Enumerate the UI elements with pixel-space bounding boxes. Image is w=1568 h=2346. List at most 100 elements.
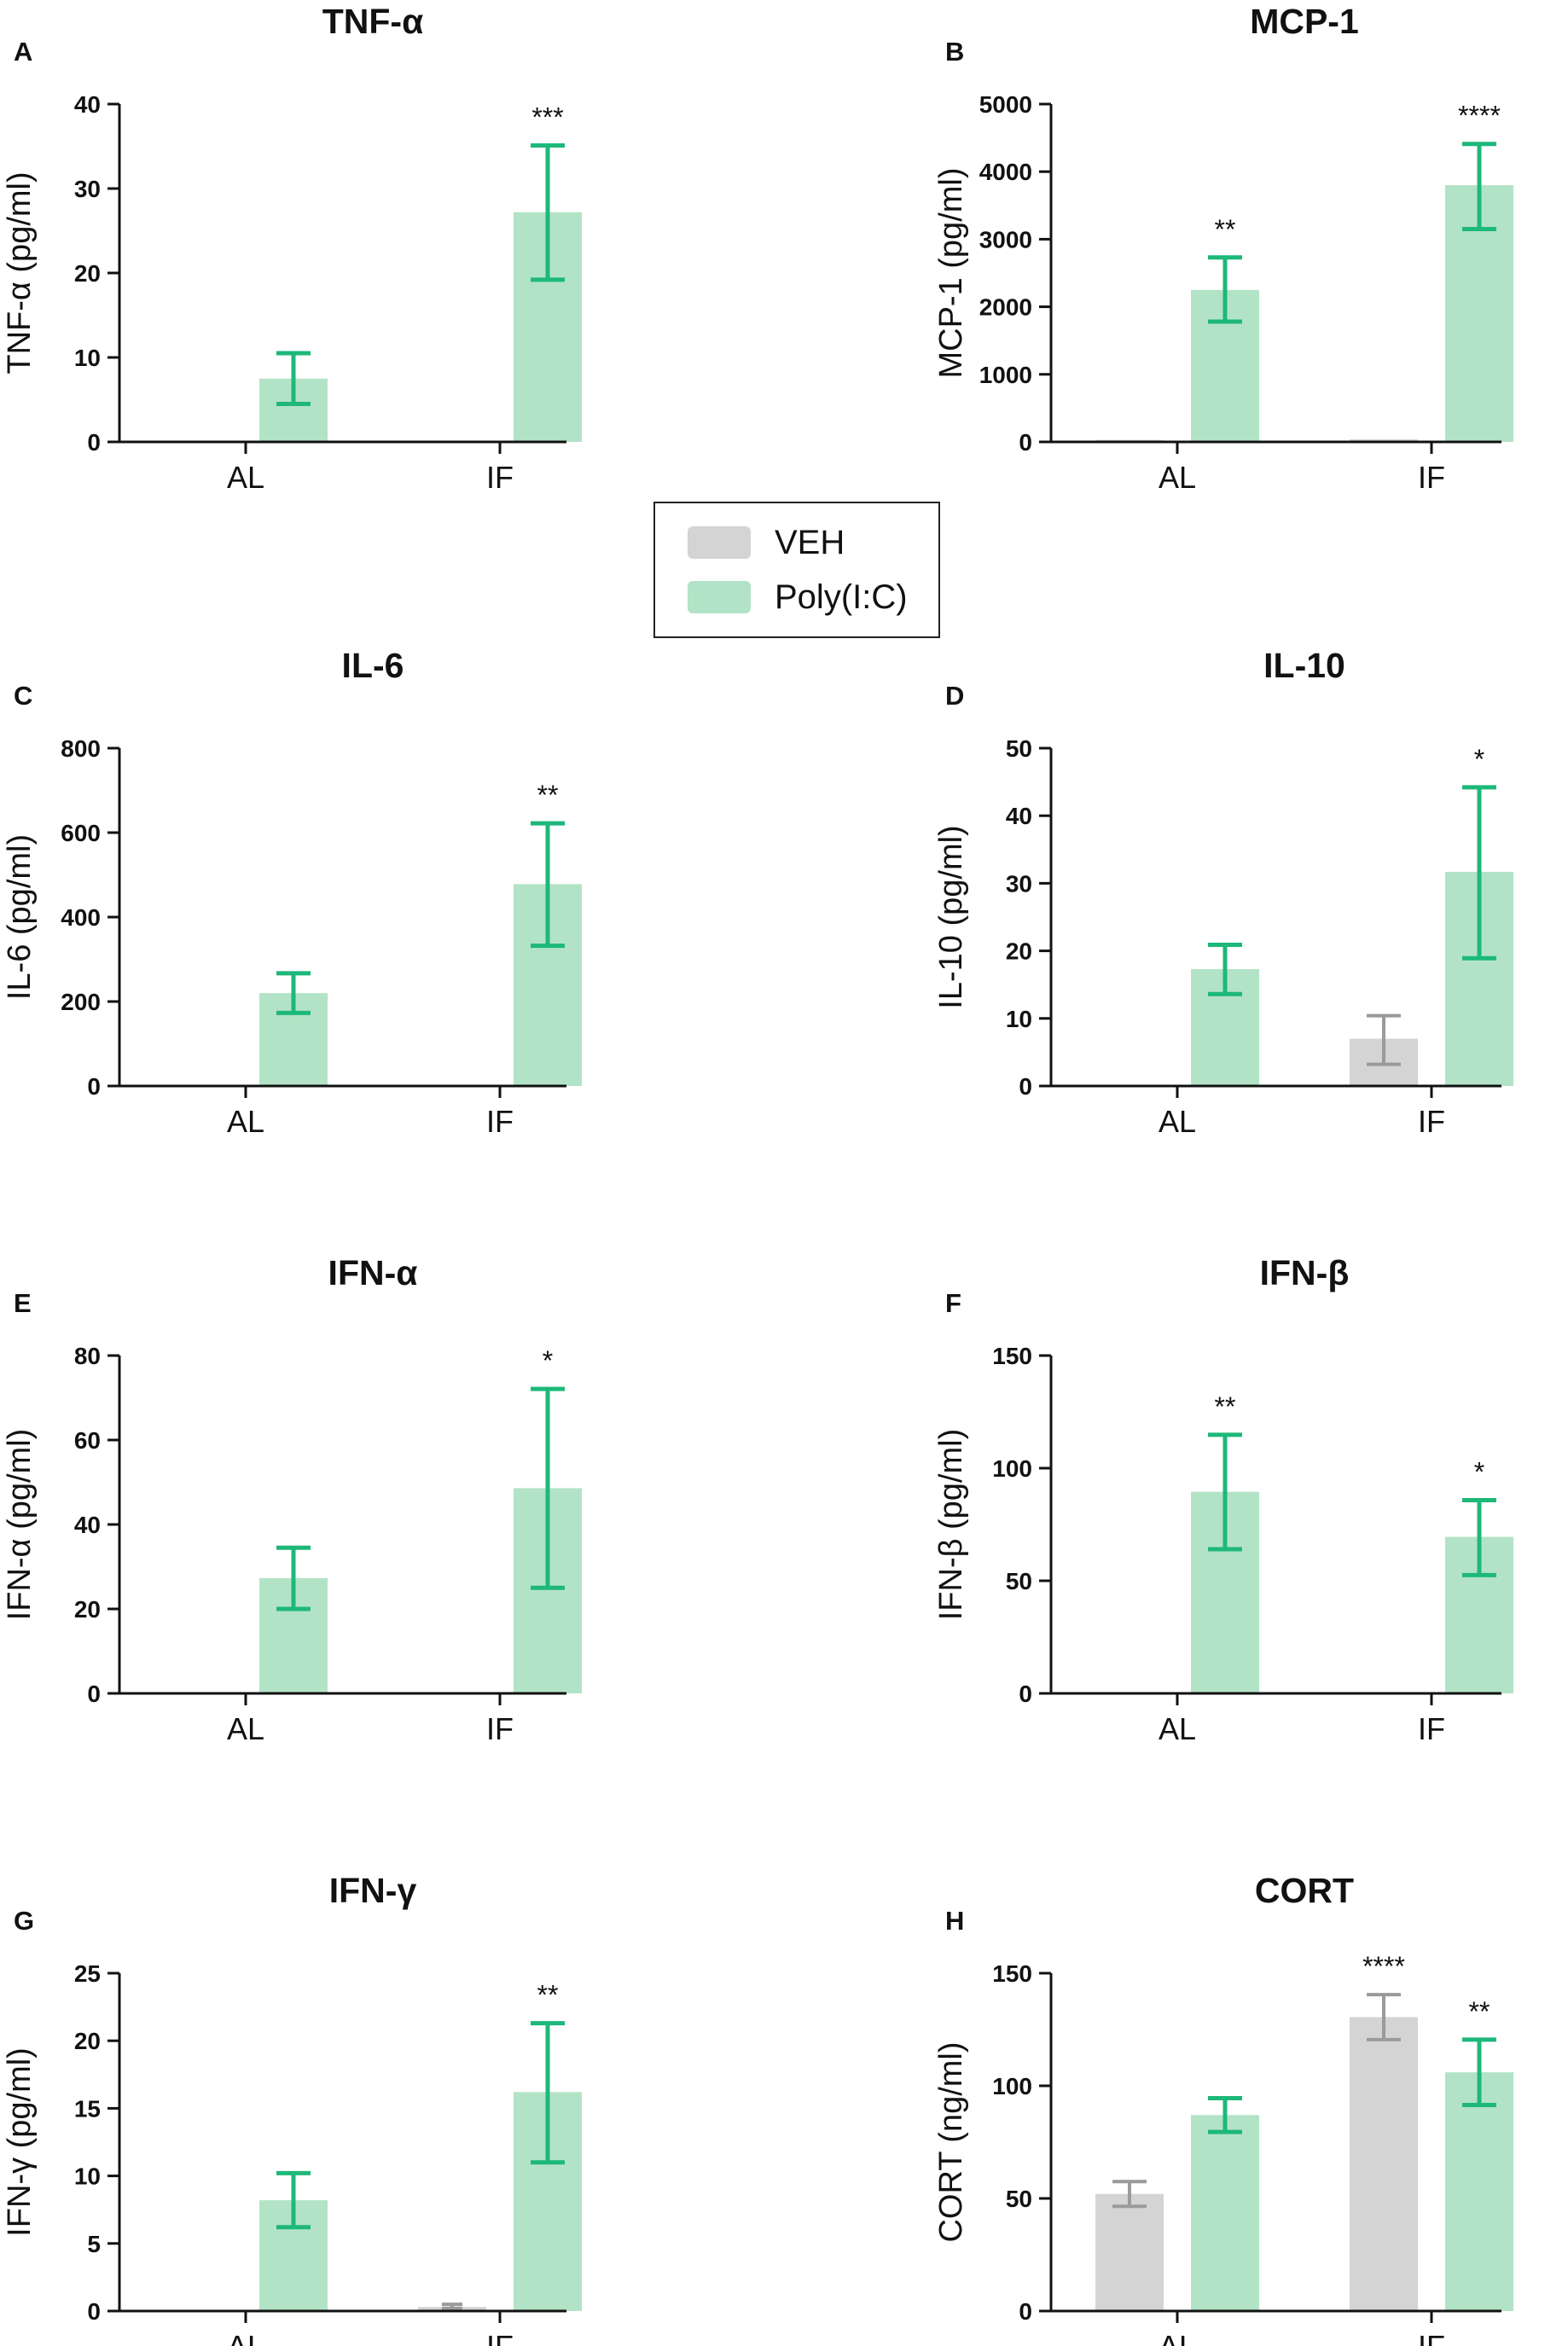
panel-letter-d: D [945, 681, 964, 711]
legend-swatch-poly [688, 581, 751, 613]
y-tick-label-f-2: 100 [992, 1455, 1032, 1482]
y-tick-label-g-2: 10 [74, 2163, 101, 2190]
chart-title-g: IFN-γ [329, 1871, 417, 1910]
x-tick-label-a-if: IF [486, 460, 514, 495]
y-tick-label-c-0: 0 [87, 1073, 101, 1100]
y-tick-label-e-0: 0 [87, 1681, 101, 1707]
y-tick-label-f-0: 0 [1019, 1681, 1032, 1707]
bar-h-veh-al [1095, 2193, 1164, 2311]
bar-h-veh-if [1350, 2017, 1418, 2311]
panel-letter-f: F [945, 1288, 961, 1318]
x-tick-label-e-if: IF [486, 1711, 514, 1746]
y-tick-label-e-3: 60 [74, 1427, 101, 1454]
y-tick-label-a-1: 10 [74, 345, 101, 371]
x-tick-label-d-al: AL [1159, 1104, 1196, 1139]
x-tick-label-g-al: AL [227, 2329, 264, 2346]
chart-title-b: MCP-1 [1250, 2, 1359, 41]
x-tick-label-c-al: AL [227, 1104, 264, 1139]
y-tick-label-f-3: 150 [992, 1343, 1032, 1369]
panel-letter-c: C [14, 681, 32, 711]
y-axis-label-g: IFN-γ (pg/ml) [2, 2047, 38, 2237]
panel-letter-b: B [945, 37, 964, 67]
y-tick-label-d-2: 20 [1006, 938, 1032, 965]
significance-a-0: *** [531, 102, 563, 133]
y-tick-label-a-2: 20 [74, 260, 101, 287]
y-tick-label-e-2: 40 [74, 1512, 101, 1538]
y-tick-label-g-4: 20 [74, 2028, 101, 2054]
y-tick-label-h-1: 50 [1006, 2186, 1032, 2212]
x-tick-label-e-al: AL [227, 1711, 264, 1746]
x-tick-label-a-al: AL [227, 460, 264, 495]
y-axis-label-a: TNF-α (pg/ml) [2, 171, 38, 374]
legend-item-poly: Poly(I:C) [688, 578, 908, 616]
y-axis-label-c: IL-6 (pg/ml) [2, 834, 38, 1000]
panel-letter-a: A [14, 37, 32, 67]
x-tick-label-d-if: IF [1418, 1104, 1445, 1139]
x-tick-label-h-al: AL [1159, 2329, 1196, 2346]
panel-letter-g: G [14, 1906, 34, 1936]
y-tick-label-a-3: 30 [74, 176, 101, 202]
significance-g-0: ** [537, 1980, 559, 2011]
legend-label-poly: Poly(I:C) [775, 578, 908, 616]
y-tick-label-b-1: 1000 [979, 362, 1032, 388]
chart-title-c: IL-6 [342, 646, 404, 685]
chart-title-a: TNF-α [322, 2, 424, 41]
panel-letter-h: H [945, 1906, 964, 1936]
y-tick-label-g-1: 5 [87, 2231, 101, 2257]
y-tick-label-c-3: 600 [61, 820, 101, 846]
chart-title-h: CORT [1255, 1871, 1354, 1910]
x-tick-label-h-if: IF [1418, 2329, 1445, 2346]
significance-h-1: ** [1469, 1996, 1490, 2027]
x-tick-label-f-if: IF [1418, 1711, 1445, 1746]
significance-c-0: ** [537, 780, 559, 810]
significance-e-0: * [543, 1345, 553, 1376]
y-tick-label-b-0: 0 [1019, 429, 1032, 456]
y-axis-label-f: IFN-β (pg/ml) [933, 1429, 969, 1621]
x-tick-label-b-al: AL [1159, 460, 1196, 495]
bar-h-poly-al [1191, 2115, 1259, 2311]
y-tick-label-a-0: 0 [87, 429, 101, 456]
significance-f-1: * [1474, 1456, 1484, 1487]
legend-item-veh: VEH [688, 523, 845, 561]
significance-h-0: **** [1362, 1951, 1405, 1982]
bar-h-poly-if [1445, 2072, 1513, 2311]
y-tick-label-a-4: 40 [74, 91, 101, 118]
x-tick-label-g-if: IF [486, 2329, 514, 2346]
chart-title-d: IL-10 [1263, 646, 1345, 685]
y-tick-label-h-2: 100 [992, 2073, 1032, 2099]
y-axis-label-e: IFN-α (pg/ml) [2, 1429, 38, 1621]
y-tick-label-d-0: 0 [1019, 1073, 1032, 1100]
y-tick-label-f-1: 50 [1006, 1568, 1032, 1594]
y-axis-label-d: IL-10 (pg/ml) [933, 825, 969, 1008]
significance-b-0: ** [1215, 214, 1236, 245]
legend: VEH Poly(I:C) [653, 502, 940, 638]
y-axis-label-b: MCP-1 (pg/ml) [933, 167, 969, 378]
y-tick-label-b-2: 2000 [979, 294, 1032, 321]
chart-title-e: IFN-α [328, 1253, 418, 1292]
y-tick-label-d-1: 10 [1006, 1006, 1032, 1032]
legend-swatch-veh [688, 526, 751, 559]
y-axis-label-h: CORT (ng/ml) [933, 2041, 969, 2242]
x-tick-label-c-if: IF [486, 1104, 514, 1139]
legend-label-veh: VEH [775, 523, 845, 561]
y-tick-label-e-1: 20 [74, 1596, 101, 1623]
panel-letter-e: E [14, 1288, 32, 1318]
y-tick-label-h-3: 150 [992, 1960, 1032, 1987]
chart-title-f: IFN-β [1260, 1253, 1350, 1292]
y-tick-label-b-4: 4000 [979, 159, 1032, 185]
y-tick-label-b-3: 3000 [979, 226, 1032, 253]
y-tick-label-h-0: 0 [1019, 2298, 1032, 2325]
significance-f-0: ** [1215, 1391, 1236, 1422]
y-tick-label-b-5: 5000 [979, 91, 1032, 118]
y-tick-label-c-1: 200 [61, 989, 101, 1015]
y-tick-label-c-4: 800 [61, 735, 101, 762]
significance-b-1: **** [1458, 101, 1501, 131]
y-tick-label-d-4: 40 [1006, 803, 1032, 829]
x-tick-label-f-al: AL [1159, 1711, 1196, 1746]
x-tick-label-b-if: IF [1418, 460, 1445, 495]
y-tick-label-d-3: 30 [1006, 870, 1032, 897]
significance-d-0: * [1474, 744, 1484, 775]
y-tick-label-c-2: 400 [61, 904, 101, 931]
y-tick-label-e-4: 80 [74, 1343, 101, 1369]
